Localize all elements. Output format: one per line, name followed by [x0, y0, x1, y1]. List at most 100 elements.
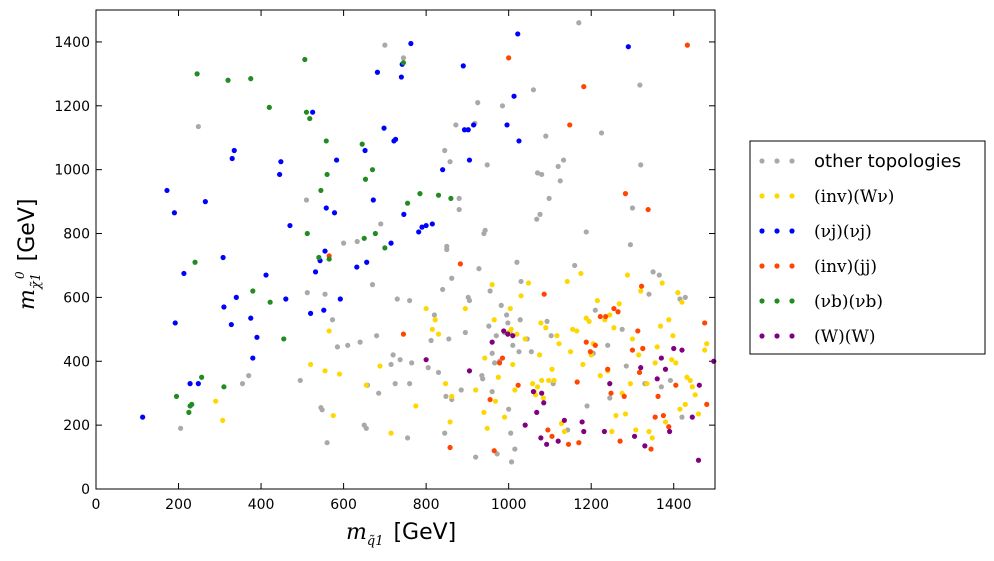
data-point	[392, 381, 398, 387]
data-point	[537, 211, 543, 217]
data-point	[401, 211, 407, 217]
data-point	[650, 269, 656, 275]
data-point	[307, 310, 314, 316]
data-point	[609, 428, 615, 435]
legend-marker	[789, 333, 795, 339]
data-point	[564, 278, 570, 285]
data-point	[656, 272, 662, 278]
data-point	[361, 235, 367, 241]
data-point	[458, 387, 464, 393]
legend-item: (W)(W)	[759, 327, 875, 347]
data-point	[388, 240, 394, 246]
data-point	[670, 333, 676, 339]
data-point	[487, 396, 493, 403]
y-tick-labels: 0 200 400 600 800 1000 1200 1400	[54, 35, 90, 498]
data-point	[297, 377, 303, 384]
data-point	[607, 312, 613, 318]
x-tick-label: 800	[413, 497, 440, 513]
data-point	[482, 227, 488, 233]
data-point	[392, 136, 399, 142]
data-point	[267, 299, 273, 305]
legend-marker	[759, 158, 765, 164]
data-point	[318, 187, 324, 194]
data-point	[607, 381, 613, 387]
svg-text:mχ̃10[GeV]: mχ̃10[GeV]	[13, 199, 44, 310]
y-tick-label: 400	[63, 354, 90, 370]
data-point	[419, 224, 425, 230]
data-point	[669, 357, 675, 363]
legend-marker	[774, 263, 780, 269]
data-point	[518, 293, 524, 299]
data-point	[435, 369, 442, 376]
data-point	[336, 371, 343, 377]
data-point	[382, 42, 388, 48]
y-tick-label: 800	[63, 227, 90, 243]
data-point	[447, 419, 453, 425]
data-point	[570, 326, 576, 332]
data-point	[592, 342, 598, 348]
data-point	[173, 393, 180, 399]
data-point	[277, 171, 283, 178]
data-point	[540, 395, 546, 401]
data-point	[370, 197, 376, 203]
data-point	[561, 417, 567, 423]
x-tick-label: 1400	[656, 497, 692, 513]
data-point	[576, 20, 582, 26]
y-tick-label: 0	[81, 482, 90, 498]
data-point	[638, 288, 644, 294]
data-point	[447, 444, 453, 451]
data-point	[372, 230, 378, 237]
data-point	[601, 428, 608, 435]
data-point	[248, 315, 254, 321]
legend-marker	[774, 298, 780, 304]
data-point	[538, 435, 544, 441]
data-point	[449, 275, 455, 281]
data-point	[640, 345, 646, 352]
data-point	[624, 272, 631, 278]
data-point	[565, 441, 572, 447]
data-point	[511, 93, 517, 99]
legend-marker	[789, 298, 795, 304]
data-point	[492, 360, 498, 366]
data-point	[534, 216, 540, 222]
data-point	[679, 347, 685, 353]
y-tick-label: 1400	[54, 35, 90, 51]
data-point	[633, 427, 639, 433]
data-point	[449, 393, 455, 399]
x-tick-label: 400	[248, 497, 275, 513]
data-point	[515, 31, 521, 37]
data-point	[583, 339, 589, 345]
data-point	[283, 296, 289, 302]
data-point	[429, 326, 435, 332]
data-point	[512, 387, 518, 393]
data-point	[543, 325, 549, 331]
data-point	[538, 320, 544, 326]
data-point	[447, 159, 453, 165]
data-point	[581, 428, 587, 435]
data-point	[549, 433, 555, 439]
data-point	[303, 197, 310, 203]
data-point	[675, 290, 681, 296]
data-point	[516, 138, 522, 144]
data-point	[660, 412, 667, 419]
data-point	[326, 328, 332, 334]
data-point	[619, 326, 625, 332]
legend-label: (νb)(νb)	[814, 292, 883, 312]
data-point	[354, 238, 360, 245]
data-point	[331, 210, 338, 216]
data-point	[635, 328, 641, 334]
y-tick-label: 600	[63, 290, 90, 306]
data-point	[407, 297, 413, 304]
data-point	[413, 403, 419, 409]
data-point	[677, 406, 683, 412]
data-point	[510, 361, 516, 368]
data-point	[659, 280, 665, 286]
data-point	[466, 368, 473, 374]
data-point	[654, 376, 660, 382]
data-point	[574, 379, 580, 385]
data-point	[484, 162, 490, 168]
data-point	[443, 393, 449, 399]
data-point	[627, 381, 634, 387]
data-point	[534, 170, 541, 176]
data-point	[460, 63, 466, 69]
